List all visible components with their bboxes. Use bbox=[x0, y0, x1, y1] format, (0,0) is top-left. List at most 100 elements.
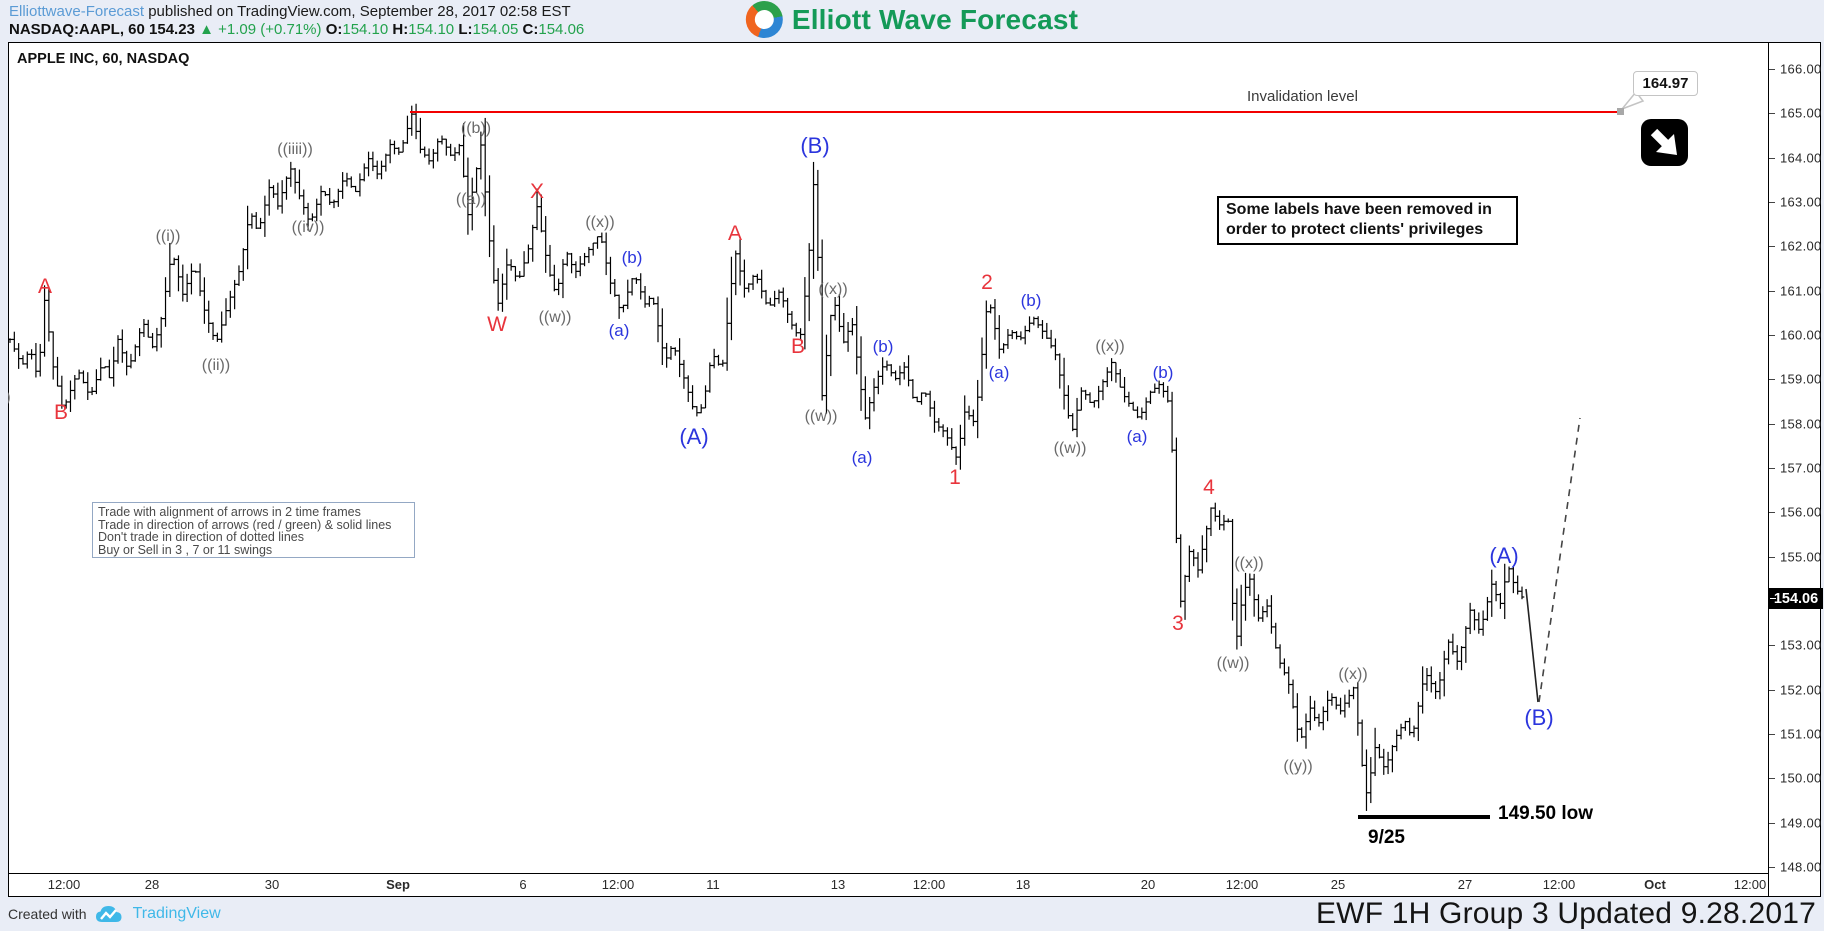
wave-label: (A) bbox=[679, 424, 709, 449]
wave-label: (a) bbox=[851, 448, 873, 467]
price-tick-label: 166.00 bbox=[1780, 61, 1822, 77]
price-tick-label: 159.00 bbox=[1780, 371, 1822, 387]
wave-label: (a) bbox=[988, 363, 1010, 382]
wave-label: X bbox=[529, 180, 545, 203]
open-value: 154.10 bbox=[342, 21, 389, 38]
price-tick-mark bbox=[1769, 778, 1775, 780]
wave-label: ((iv)) bbox=[291, 219, 325, 236]
wave-label: ) bbox=[8, 389, 11, 407]
published-text: published on TradingView.com, September … bbox=[144, 3, 571, 20]
close-value: 154.06 bbox=[538, 21, 585, 38]
wave-label: A bbox=[727, 222, 743, 245]
wave-label: ((a)) bbox=[455, 191, 487, 208]
trend-arrow-button[interactable] bbox=[1641, 119, 1688, 166]
price-tick-label: 155.00 bbox=[1780, 549, 1822, 565]
wave-label: 3 bbox=[1172, 612, 1184, 635]
open-label: O: bbox=[325, 21, 343, 38]
watermark-text: EWF 1H Group 3 Updated 9.28.2017 bbox=[1315, 897, 1816, 930]
chart-title: APPLE INC, 60, NASDAQ bbox=[17, 51, 190, 67]
price-tick-mark bbox=[1769, 468, 1775, 469]
price-tick-mark bbox=[1769, 645, 1775, 647]
wave-label: (b) bbox=[1020, 291, 1042, 310]
price-axis-divider bbox=[1768, 42, 1769, 897]
wave-label: 4 bbox=[1203, 476, 1215, 499]
ewf-logo-text: Elliott Wave Forecast bbox=[791, 3, 1079, 35]
wave-label: (b) bbox=[621, 248, 643, 267]
price-change: ▲ +1.09 (+0.71%) bbox=[199, 21, 322, 38]
close-label: C: bbox=[522, 21, 539, 38]
wave-label: 1 bbox=[949, 466, 961, 489]
wave-label: (a) bbox=[608, 321, 630, 340]
time-tick-label: 6 bbox=[519, 877, 527, 892]
wave-label: ((x)) bbox=[1338, 666, 1368, 683]
header-bar: Elliottwave-Forecast published on Tradin… bbox=[0, 0, 1824, 42]
price-tick-label: 165.00 bbox=[1780, 105, 1822, 121]
time-tick-label: 18 bbox=[1015, 877, 1031, 892]
publisher-link[interactable]: Elliottwave-Forecast bbox=[9, 3, 145, 20]
price-tick-mark bbox=[1769, 734, 1775, 735]
wave-label: ((x)) bbox=[585, 214, 615, 231]
ewf-logo-icon bbox=[745, 1, 783, 38]
wave-label: W bbox=[487, 313, 507, 336]
wave-label: ((b)) bbox=[460, 120, 492, 137]
price-tick-mark bbox=[1769, 113, 1775, 115]
price-tick-label: 153.00 bbox=[1780, 637, 1822, 653]
created-with: Created with TradingView bbox=[8, 904, 221, 924]
high-value: 154.10 bbox=[408, 21, 455, 38]
time-tick-label: Oct bbox=[1644, 877, 1666, 892]
price-tick-label: 157.00 bbox=[1780, 460, 1822, 476]
price-tick-label: 151.00 bbox=[1780, 726, 1822, 742]
price-tick-mark bbox=[1769, 202, 1775, 203]
price-tick-label: 152.00 bbox=[1780, 682, 1822, 698]
low-value: 154.05 bbox=[472, 21, 519, 38]
low-date-label: 9/25 bbox=[1368, 827, 1405, 848]
price-tick-label: 158.00 bbox=[1780, 416, 1822, 432]
chart-panel bbox=[8, 42, 1821, 897]
created-with-text: Created with bbox=[8, 906, 87, 922]
wave-label: ((y)) bbox=[1283, 758, 1313, 775]
wave-labels-layer: ) A B ((i)) ((ii)) ((iiii)) ((iv)) ((a)) ((b)) W X… bbox=[8, 42, 1768, 873]
wave-label: (b) bbox=[872, 337, 894, 356]
price-tick-mark bbox=[1769, 157, 1775, 159]
price-tick-mark bbox=[1769, 556, 1775, 558]
price-tick-mark bbox=[1769, 423, 1775, 425]
time-tick-label: 12:00 bbox=[1225, 877, 1259, 892]
wave-label: (a) bbox=[1126, 427, 1148, 446]
published-line: Elliottwave-Forecast published on Tradin… bbox=[9, 3, 584, 21]
notice-line2: order to protect clients' privileges bbox=[1226, 221, 1484, 238]
time-tick-label: 13 bbox=[830, 877, 846, 892]
low-price-label: 149.50 low bbox=[1498, 803, 1594, 824]
wave-label: ((ii)) bbox=[201, 357, 231, 374]
notice-line1: Some labels have been removed in bbox=[1226, 201, 1492, 218]
wave-label: ((w)) bbox=[1216, 655, 1250, 672]
price-tick-label: 160.00 bbox=[1780, 327, 1822, 343]
footer-bar: Created with TradingView EWF 1H Group 3 … bbox=[0, 897, 1824, 931]
trade-rule: Buy or Sell in 3 , 7 or 11 swings bbox=[98, 542, 273, 557]
last-price: 154.23 bbox=[149, 21, 195, 38]
ewf-logo: Elliott Wave Forecast bbox=[745, 1, 1079, 38]
wave-label: ((w)) bbox=[1053, 440, 1087, 457]
time-tick-label: 12:00 bbox=[1542, 877, 1576, 892]
price-tick-label: 156.00 bbox=[1780, 504, 1822, 520]
price-tick-mark bbox=[1769, 867, 1775, 868]
trade-rule: Don't trade in direction of dotted lines bbox=[98, 530, 304, 545]
wave-label: ((i)) bbox=[155, 228, 181, 245]
price-tick-mark bbox=[1769, 512, 1775, 514]
price-tick-mark bbox=[1769, 69, 1775, 70]
last-price-tag: 154.06 bbox=[1769, 588, 1823, 609]
wave-label: (B) bbox=[800, 133, 830, 158]
price-tick-mark bbox=[1769, 335, 1775, 336]
time-tick-label: 11 bbox=[706, 877, 720, 892]
time-tick-label: Sep bbox=[386, 877, 410, 892]
price-tick-label: 149.00 bbox=[1780, 815, 1822, 831]
time-tick-label: 12:00 bbox=[601, 877, 635, 892]
price-tick-label: 162.00 bbox=[1780, 238, 1822, 254]
time-axis-divider bbox=[8, 873, 1768, 874]
wave-label: ((w)) bbox=[804, 408, 838, 425]
tradingview-link[interactable]: TradingView bbox=[132, 905, 221, 922]
time-tick-label: 25 bbox=[1330, 877, 1346, 892]
price-tick-mark bbox=[1769, 290, 1775, 292]
tradingview-logo-icon bbox=[95, 906, 122, 922]
wave-label: B bbox=[790, 335, 806, 358]
